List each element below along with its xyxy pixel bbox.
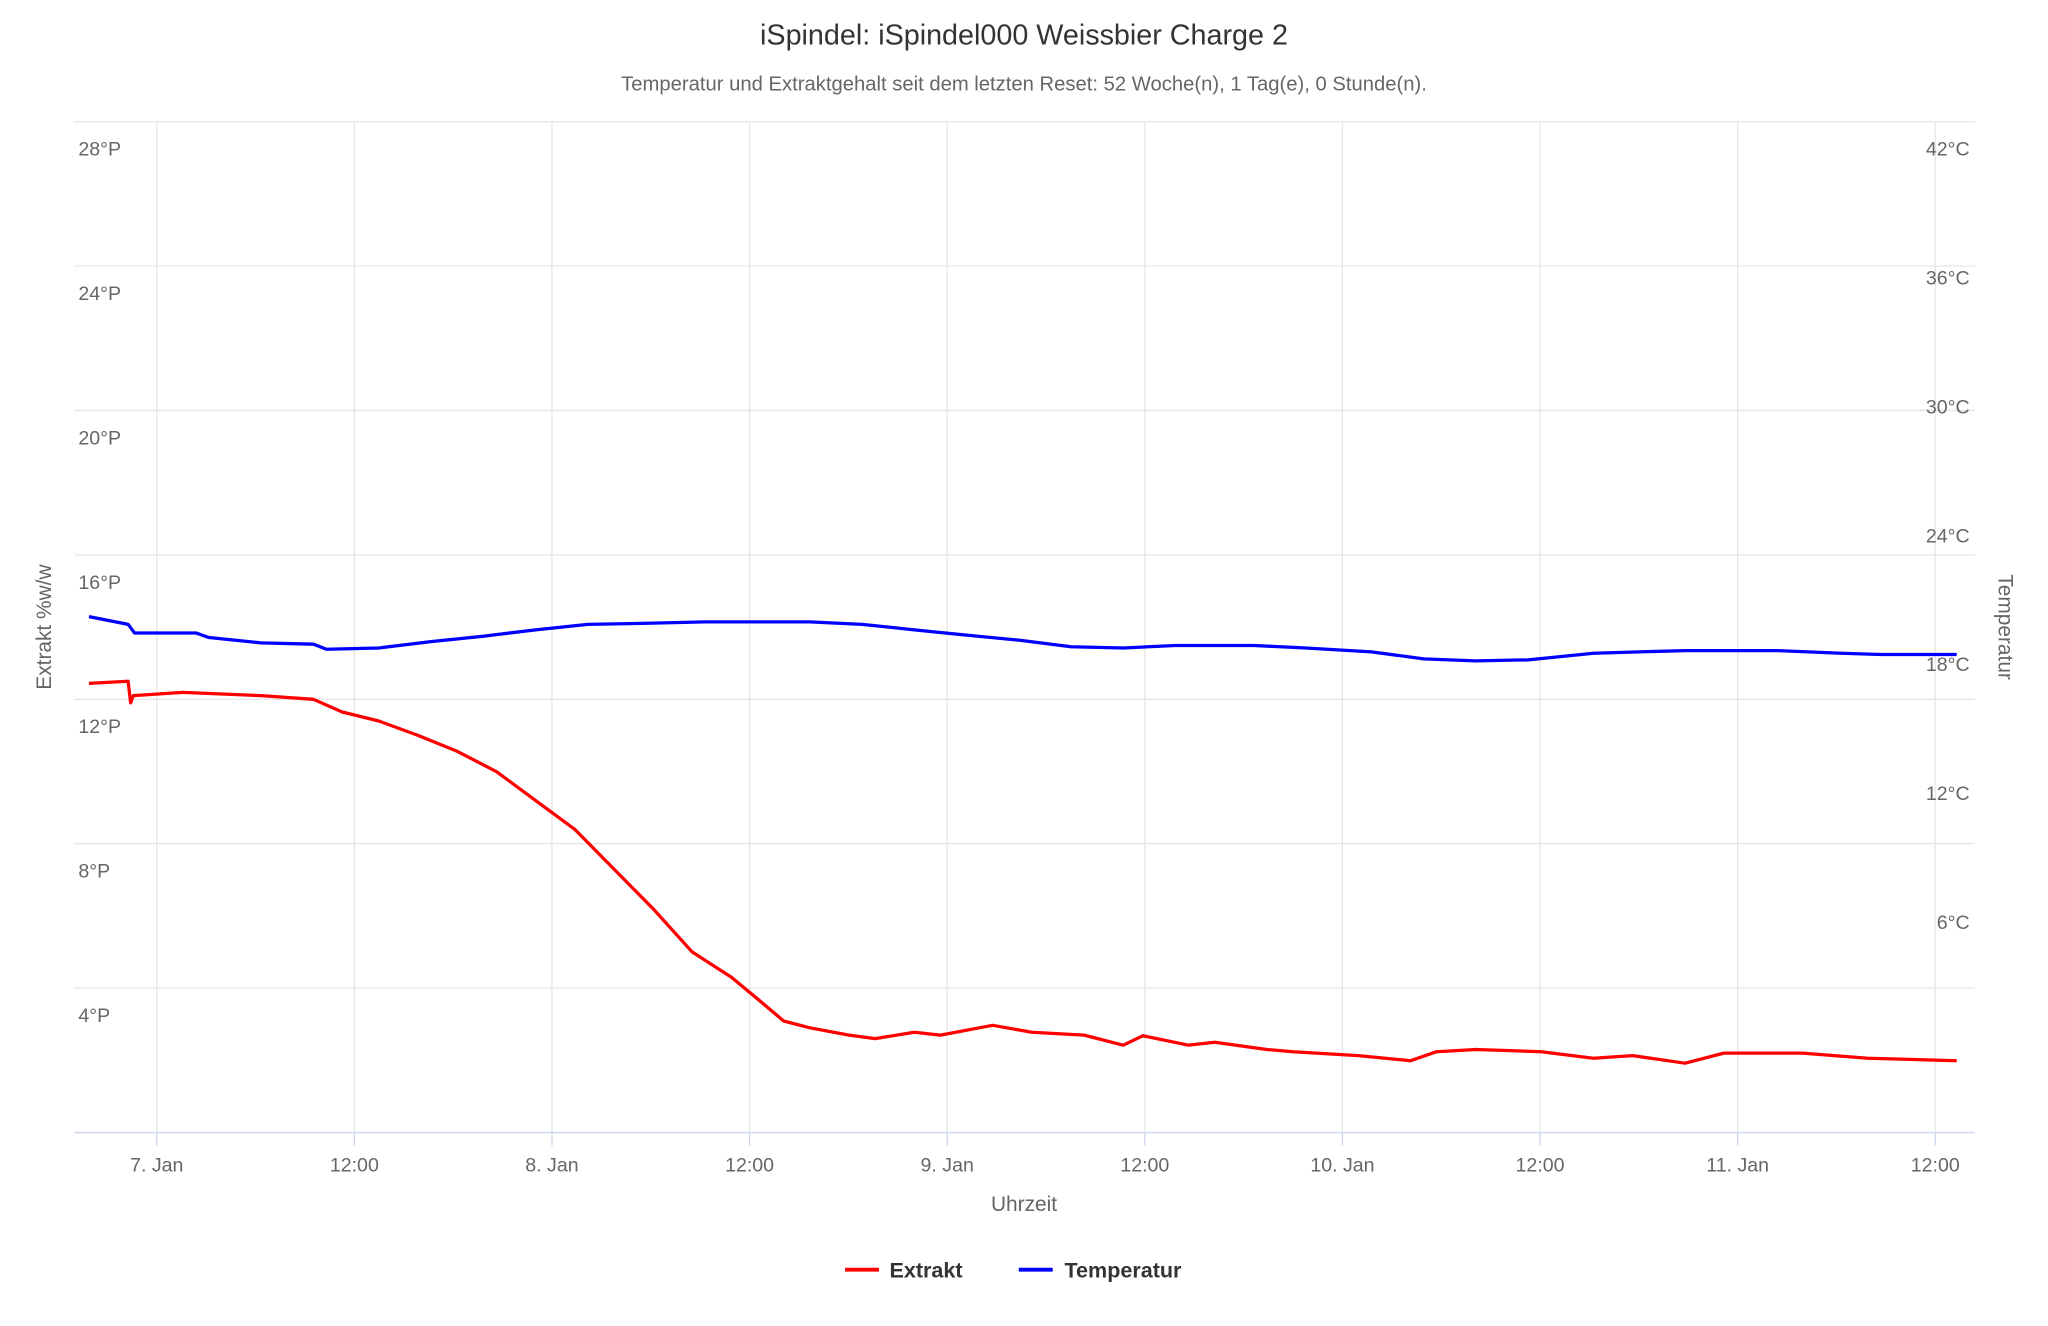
y-left-tick-label: 20°P — [78, 427, 121, 449]
y-right-tick-label: 24°C — [1926, 525, 1970, 547]
y-left-tick-label: 8°P — [78, 861, 110, 883]
y-right-tick-label: 12°C — [1926, 783, 1970, 805]
x-tick-label: 12:00 — [1911, 1155, 1960, 1177]
x-tick-label: 12:00 — [725, 1155, 774, 1177]
series-line-extrakt — [88, 679, 1957, 1065]
legend-item-temperatur[interactable]: Temperatur — [1018, 1258, 1182, 1283]
y-right-tick-label: 36°C — [1926, 267, 1970, 289]
x-tick-label: 8. Jan — [525, 1155, 578, 1177]
x-tick-label: 12:00 — [1120, 1155, 1169, 1177]
legend: Extrakt Temperatur — [845, 1258, 1182, 1283]
y-left-tick-label: 24°P — [78, 283, 121, 305]
series-lines — [88, 615, 1957, 1065]
x-tick-label: 10. Jan — [1310, 1155, 1374, 1177]
y-left-tick-label: 12°P — [78, 716, 121, 738]
legend-label-temperatur[interactable]: Temperatur — [1064, 1258, 1182, 1283]
chart-subtitle: Temperatur und Extraktgehalt seit dem le… — [621, 73, 1427, 95]
y-right-tick-label: 30°C — [1926, 396, 1970, 418]
y-right-tick-label: 42°C — [1926, 139, 1970, 161]
x-tick-label: 11. Jan — [1706, 1155, 1769, 1177]
y-left-tick-label: 16°P — [78, 572, 121, 594]
y-right-tick-label: 6°C — [1937, 912, 1970, 934]
x-tick-label: 12:00 — [1516, 1155, 1565, 1177]
x-tick-label: 9. Jan — [921, 1155, 974, 1177]
x-tick-label: 7. Jan — [130, 1155, 183, 1177]
legend-item-extrakt[interactable]: Extrakt — [845, 1258, 963, 1283]
tick-labels: 7. Jan 12:00 8. Jan 12:00 9. Jan 12:00 10. Jan… — [78, 139, 1969, 1177]
x-axis-title: Uhrzeit — [991, 1193, 1057, 1216]
x-tick-label: 12:00 — [330, 1155, 379, 1177]
chart-title: iSpindel: iSpindel000 Weissbier Charge 2 — [760, 20, 1288, 52]
y-left-tick-label: 28°P — [78, 139, 121, 161]
series-line-temperatur — [88, 615, 1957, 663]
y-right-axis-title: Temperatur — [1993, 574, 2016, 680]
y-right-tick-label: 18°C — [1926, 654, 1970, 676]
legend-label-extrakt[interactable]: Extrakt — [889, 1258, 962, 1283]
gridlines — [74, 120, 1975, 1146]
y-left-axis-title: Extrakt %w/w — [33, 564, 56, 690]
y-left-tick-label: 4°P — [78, 1005, 110, 1027]
